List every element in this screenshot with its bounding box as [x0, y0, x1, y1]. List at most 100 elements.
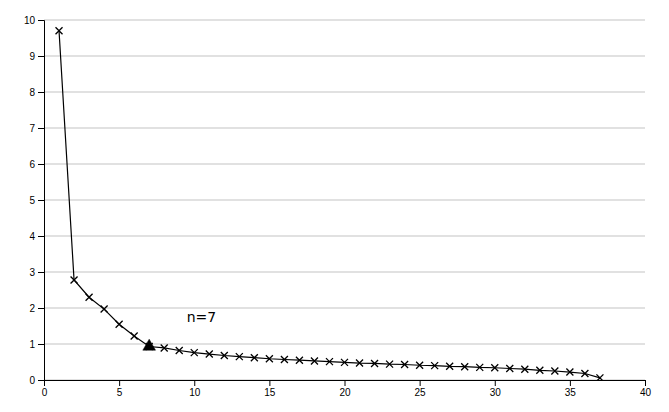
tick-label: 4	[29, 231, 35, 242]
point	[356, 360, 363, 367]
tick: 9	[29, 51, 44, 62]
tick: 5	[117, 380, 123, 398]
point	[566, 369, 573, 376]
tick-label: 8	[29, 87, 35, 98]
grid-line	[44, 236, 645, 237]
tick-mark	[38, 236, 44, 237]
tick-mark	[38, 308, 44, 309]
point	[596, 374, 603, 380]
x-axis: 0 5 10 15 20 25 30 35 40	[42, 380, 652, 398]
tick: 40	[640, 380, 652, 398]
point	[236, 353, 243, 360]
point	[281, 356, 288, 363]
point	[161, 344, 168, 351]
point	[386, 361, 393, 368]
tick-label: 35	[565, 387, 577, 398]
point	[506, 365, 513, 372]
point	[56, 27, 63, 34]
tick-mark	[570, 380, 571, 386]
point	[71, 276, 78, 283]
point	[176, 347, 183, 354]
point	[446, 363, 453, 370]
tick-label: 25	[415, 387, 427, 398]
tick: 30	[490, 380, 502, 398]
grid-line	[44, 200, 645, 201]
tick: 1	[29, 339, 44, 350]
point	[401, 361, 408, 368]
plot: 0 5 10 15 20 25 30 35 40 0 1 2 3 4 5 6 7 8 9 10 n=7	[24, 15, 652, 398]
point	[86, 294, 93, 301]
tick: 0	[29, 375, 44, 386]
tick-mark	[38, 272, 44, 273]
tick: 0	[42, 380, 48, 398]
grid-line	[44, 128, 645, 129]
point	[131, 333, 138, 340]
tick-mark	[38, 20, 44, 21]
point	[311, 357, 318, 364]
line	[59, 31, 600, 378]
grid-line	[44, 56, 645, 57]
tick-mark	[38, 380, 44, 381]
grid-line	[44, 92, 645, 93]
point	[206, 351, 213, 358]
tick-mark	[38, 200, 44, 201]
tick-label: 10	[24, 15, 36, 26]
tick-mark	[38, 92, 44, 93]
point	[341, 359, 348, 366]
chart: 0 5 10 15 20 25 30 35 40 0 1 2 3 4 5 6 7 8 9 10 n=7	[0, 0, 669, 412]
tick-mark	[38, 344, 44, 345]
tick-label: 5	[117, 387, 123, 398]
tick-label: 6	[29, 159, 35, 170]
tick-label: 15	[264, 387, 276, 398]
tick: 2	[29, 303, 44, 314]
tick: 7	[29, 123, 44, 134]
tick-label: 7	[29, 123, 35, 134]
tick-label: 1	[29, 339, 35, 350]
tick: 10	[189, 380, 201, 398]
tick: 5	[29, 195, 44, 206]
grid-line	[44, 164, 645, 165]
tick-mark	[495, 380, 496, 386]
tick-label: 40	[640, 387, 652, 398]
point	[416, 362, 423, 369]
point	[491, 364, 498, 371]
tick: 8	[29, 87, 44, 98]
point	[371, 360, 378, 367]
annotations: n=7	[187, 309, 217, 325]
grid-line	[44, 308, 645, 309]
tick-label: 0	[42, 387, 48, 398]
tick: 4	[29, 231, 44, 242]
point	[221, 352, 228, 359]
point	[476, 364, 483, 371]
point	[431, 362, 438, 369]
annotation: n=7	[187, 309, 217, 325]
point	[521, 366, 528, 373]
tick-mark	[345, 380, 346, 386]
marks	[56, 27, 604, 380]
point	[101, 306, 108, 313]
point	[326, 358, 333, 365]
point	[551, 368, 558, 375]
tick: 20	[339, 380, 351, 398]
tick-label: 5	[29, 195, 35, 206]
grid-line	[44, 20, 645, 21]
grid	[44, 20, 645, 380]
tick-label: 3	[29, 267, 35, 278]
tick-label: 10	[189, 387, 201, 398]
tick: 25	[415, 380, 427, 398]
tick: 10	[24, 15, 44, 26]
tick: 35	[565, 380, 577, 398]
tick-label: 2	[29, 303, 35, 314]
tick-mark	[38, 128, 44, 129]
tick-label: 30	[490, 387, 502, 398]
point	[581, 370, 588, 377]
y-axis: 0 1 2 3 4 5 6 7 8 9 10	[24, 15, 45, 386]
axis-line	[45, 381, 646, 387]
tick-label: 0	[29, 375, 35, 386]
tick-mark	[38, 56, 44, 57]
tick-mark	[194, 380, 195, 386]
tick: 6	[29, 159, 44, 170]
grid-line	[44, 344, 645, 345]
point	[116, 321, 123, 328]
tick-mark	[269, 380, 270, 386]
